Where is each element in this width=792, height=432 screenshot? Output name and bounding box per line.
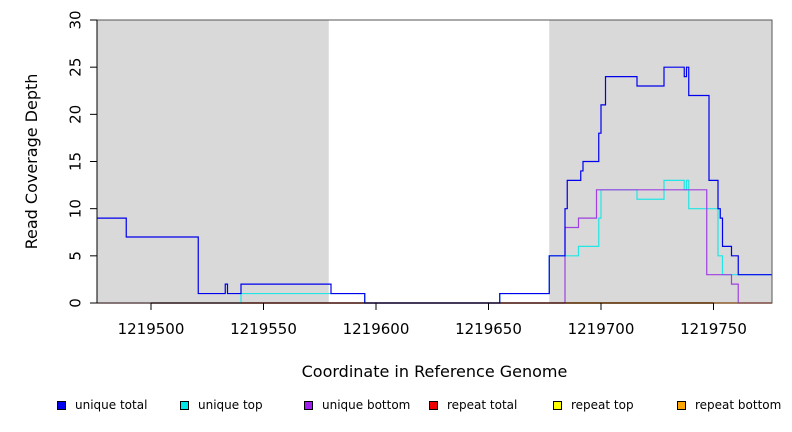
y-axis-title: Read Coverage Depth	[22, 74, 41, 250]
shaded-region	[97, 20, 329, 303]
legend-swatch	[57, 400, 66, 410]
x-axis-title: Coordinate in Reference Genome	[302, 362, 568, 381]
legend-label: unique top	[198, 398, 263, 412]
legend-label: unique bottom	[322, 398, 411, 412]
legend-label: repeat top	[571, 398, 634, 412]
legend-swatch	[304, 400, 313, 410]
legend-item-unique-bottom: unique bottom	[304, 398, 410, 412]
shaded-regions	[97, 20, 772, 303]
x-tick-label: 1219700	[568, 320, 635, 338]
x-tick-label: 1219750	[680, 320, 747, 338]
y-tick-label: 10	[66, 199, 84, 218]
legend-item-repeat-total: repeat total	[429, 398, 517, 412]
y-tick-label: 0	[66, 298, 84, 308]
y-tick-label: 20	[66, 105, 84, 124]
x-tick-label: 1219550	[230, 320, 297, 338]
legend-label: repeat total	[447, 398, 518, 412]
legend-label: unique total	[75, 398, 148, 412]
legend-swatch	[677, 400, 686, 410]
x-tick-label: 1219650	[455, 320, 522, 338]
series-line-unique-bottom	[97, 189, 772, 304]
coverage-chart: 1219500 1219550 1219600 1219650 1219700 12197…	[22, 10, 773, 381]
x-axis: 1219500 1219550 1219600 1219650 1219700 12197…	[118, 302, 747, 338]
legend-swatch	[429, 400, 438, 410]
legend: unique total unique top unique bottom re…	[0, 398, 792, 420]
legend-item-repeat-top: repeat top	[553, 398, 634, 412]
y-tick-label: 5	[66, 251, 84, 261]
legend-swatch	[553, 400, 562, 410]
y-tick-label: 25	[66, 58, 84, 77]
legend-item-unique-total: unique total	[57, 398, 147, 412]
legend-label: repeat bottom	[695, 398, 782, 412]
y-tick-label: 15	[66, 152, 84, 171]
y-axis: 0 5 10 15 20 25 30	[66, 10, 98, 308]
series-line-unique-total	[97, 66, 772, 304]
legend-swatch	[180, 400, 189, 410]
x-tick-label: 1219500	[118, 320, 185, 338]
legend-item-repeat-bottom: repeat bottom	[677, 398, 781, 412]
y-tick-label: 30	[66, 10, 84, 29]
x-tick-label: 1219600	[343, 320, 410, 338]
legend-item-unique-top: unique top	[180, 398, 263, 412]
